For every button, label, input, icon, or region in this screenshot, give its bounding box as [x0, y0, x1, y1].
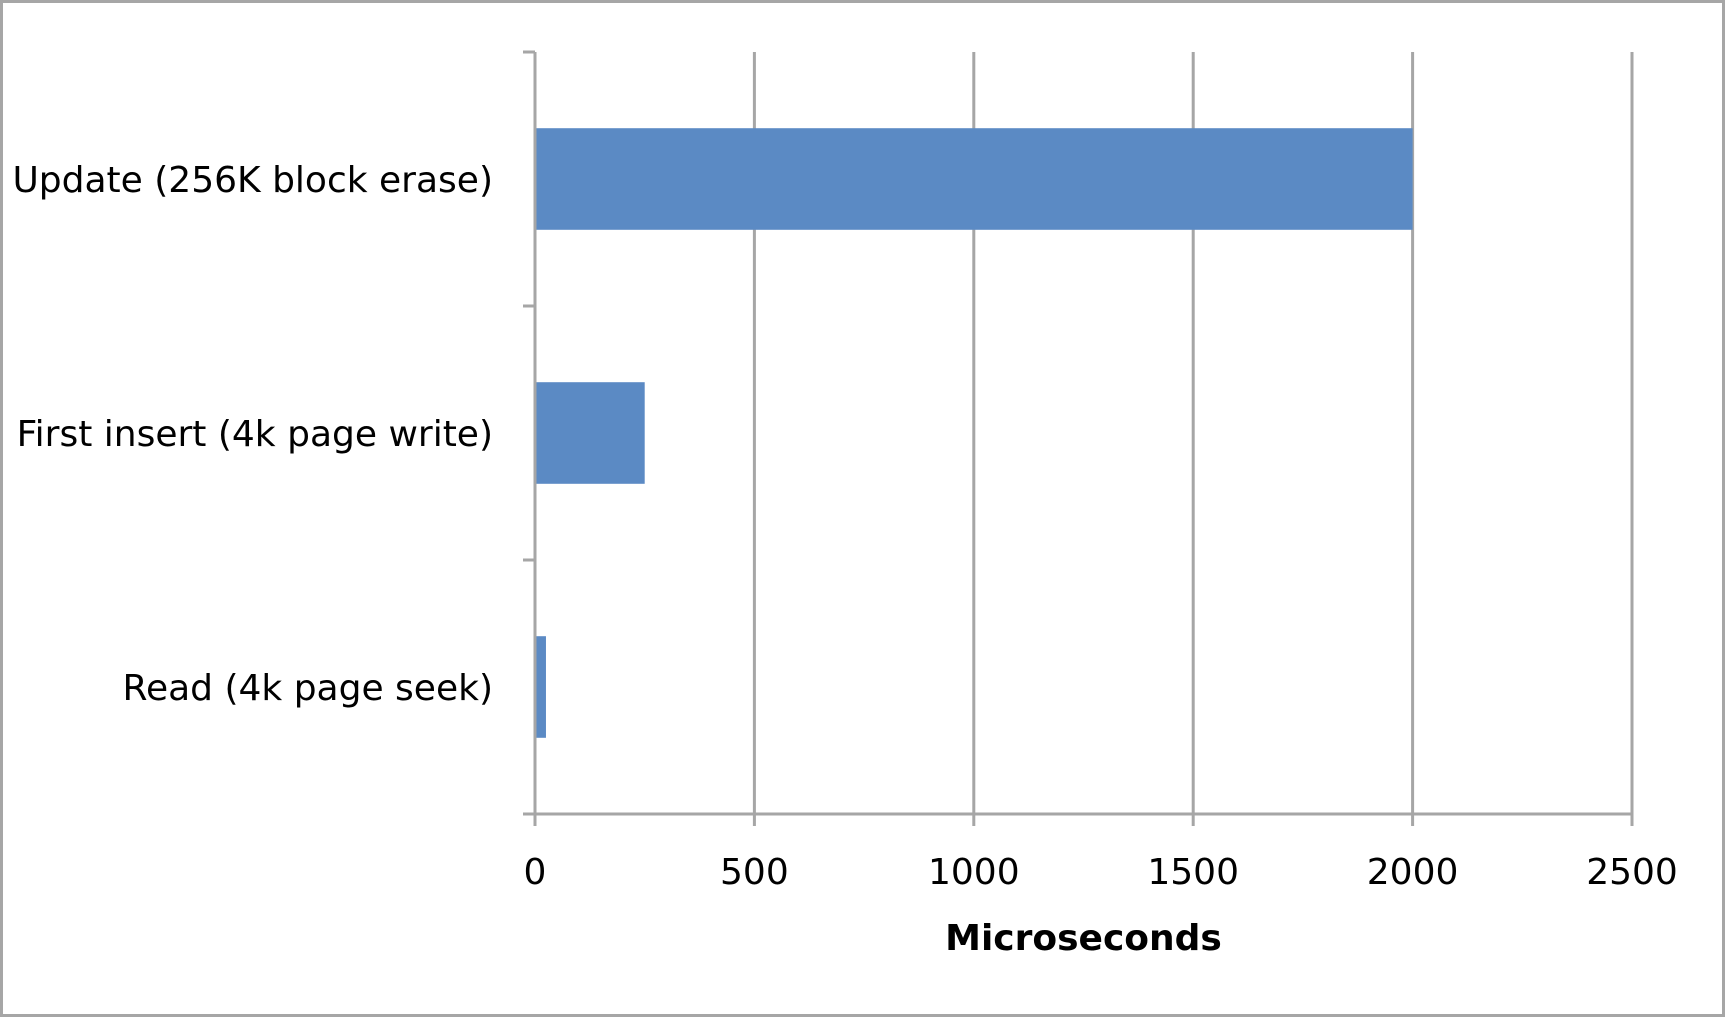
category-label-1: First insert (4k page write) — [17, 414, 493, 455]
category-label-2: Read (4k page seek) — [123, 668, 493, 709]
x-tick-label-1500: 1500 — [1147, 852, 1239, 893]
bar-1 — [536, 382, 645, 484]
bars — [536, 128, 1413, 738]
x-tick-label-1000: 1000 — [928, 852, 1020, 893]
x-tick-label-500: 500 — [720, 852, 789, 893]
bar-0 — [536, 128, 1413, 230]
x-tick-label-2500: 2500 — [1586, 852, 1678, 893]
x-tick-label-2000: 2000 — [1367, 852, 1459, 893]
labels: 0 500 1000 1500 2000 2500 Update (256K block e… — [12, 160, 1677, 893]
axes — [523, 50, 1634, 826]
x-axis-title: Microseconds — [945, 918, 1222, 959]
x-tick-label-0: 0 — [524, 852, 547, 893]
category-label-0: Update (256K block erase) — [12, 160, 493, 201]
bar-2 — [536, 636, 546, 738]
